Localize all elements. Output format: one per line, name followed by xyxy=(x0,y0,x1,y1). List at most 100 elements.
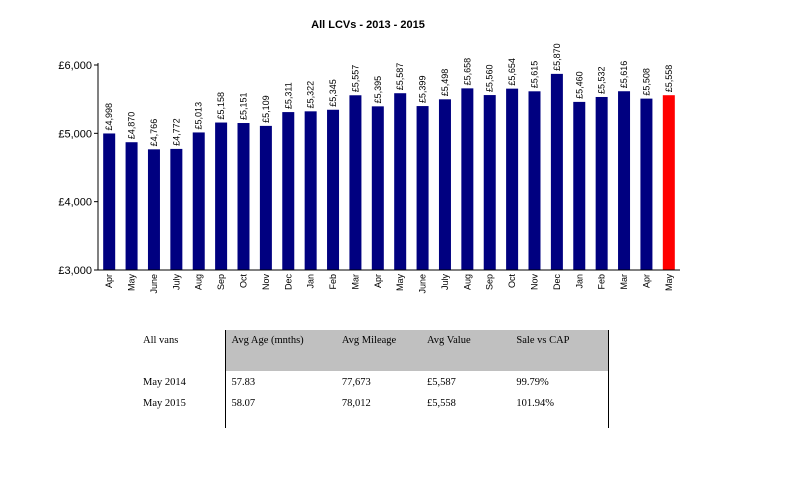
x-tick-label: May xyxy=(664,274,674,292)
x-tick-label: Sep xyxy=(216,274,226,290)
x-tick-label: Apr xyxy=(104,274,114,288)
data-label: £5,654 xyxy=(507,58,517,86)
bars xyxy=(103,73,675,271)
data-label: £5,395 xyxy=(373,76,383,104)
bar xyxy=(192,132,205,270)
data-label: £5,557 xyxy=(350,65,360,93)
data-label: £5,508 xyxy=(641,68,651,96)
y-axis: £3,000 £4,000 £5,000 £6,000 xyxy=(58,60,99,277)
data-labels: £4,998 £4,870 £4,766 £4,772 £5,013 £5,158 £5,1… xyxy=(104,43,674,146)
chart-title: All LCVs - 2013 - 2015 xyxy=(311,19,425,31)
x-tick-label: Mar xyxy=(350,274,360,290)
data-label: £5,587 xyxy=(395,63,405,91)
data-label: £5,616 xyxy=(619,61,629,89)
x-tick-label: Aug xyxy=(194,274,204,290)
bar xyxy=(237,123,250,270)
bar xyxy=(461,88,474,271)
data-label: £4,772 xyxy=(171,118,181,146)
x-tick-label: May xyxy=(127,274,137,292)
bar xyxy=(371,106,384,270)
x-tick-label: July xyxy=(440,274,450,291)
x-tick-label: Jan xyxy=(574,274,584,289)
bar xyxy=(394,93,407,270)
bar xyxy=(595,96,608,270)
bar xyxy=(304,111,317,270)
bar xyxy=(147,149,160,270)
summary-table: All vans Avg Age (mnths) Avg Mileage Avg… xyxy=(137,330,610,428)
data-label: £5,158 xyxy=(216,92,226,120)
data-label: £5,345 xyxy=(328,79,338,107)
bar xyxy=(528,91,541,270)
header-avg-age: Avg Age (mnths) xyxy=(224,330,336,371)
x-tick-label: Nov xyxy=(530,274,540,291)
data-label: £5,013 xyxy=(194,102,204,130)
row-period: May 2014 xyxy=(143,377,186,388)
y-tick-label: £6,000 xyxy=(58,60,92,72)
x-tick-label: Nov xyxy=(261,274,271,291)
bar xyxy=(259,125,272,270)
data-label: £5,615 xyxy=(530,61,540,89)
x-tick-label: July xyxy=(171,274,181,291)
row-avg-value: £5,558 xyxy=(426,398,456,409)
x-tick-label: Dec xyxy=(552,274,562,291)
row-sale-vs-cap: 99.79% xyxy=(510,371,610,394)
x-tick-label: Oct xyxy=(239,274,249,289)
x-tick-label: Mar xyxy=(619,274,629,290)
data-label: £5,498 xyxy=(440,69,450,97)
x-axis: Apr May June July Aug Sep Oct Nov Dec Jan Feb Mar Ap… xyxy=(98,269,680,294)
row-avg-age: 57.83 xyxy=(224,371,336,394)
header-sale-vs-cap: Sale vs CAP xyxy=(510,330,610,371)
x-tick-label: Jan xyxy=(306,274,316,289)
bar xyxy=(618,91,631,271)
x-tick-label: June xyxy=(418,274,428,294)
bar xyxy=(550,73,563,270)
y-tick-label: £3,000 xyxy=(58,265,92,277)
header-all-vans: All vans xyxy=(143,335,179,346)
table-row: May 2015 58.07 78,012 £5,558 101.94% xyxy=(137,394,610,428)
x-tick-label: Oct xyxy=(507,274,517,289)
data-label: £5,109 xyxy=(261,95,271,123)
x-tick-label: Apr xyxy=(641,274,651,288)
data-label: £5,311 xyxy=(283,82,293,109)
bar xyxy=(438,99,451,270)
bar xyxy=(170,148,183,270)
bar xyxy=(125,142,138,270)
y-tick-label: £5,000 xyxy=(58,128,92,140)
row-avg-value: £5,587 xyxy=(426,377,456,388)
bar xyxy=(416,106,429,271)
data-label: £5,399 xyxy=(418,76,428,104)
bar xyxy=(327,109,340,270)
bar-chart: All LCVs - 2013 - 2015 £3,000 £4,000 £5,00… xyxy=(58,19,680,294)
data-label: £4,998 xyxy=(104,103,114,131)
row-avg-mileage: 77,673 xyxy=(341,377,371,388)
table-row: May 2014 57.83 77,673 £5,587 99.79% xyxy=(137,371,610,394)
x-tick-label: May xyxy=(395,274,405,292)
row-avg-age: 58.07 xyxy=(224,394,336,428)
x-tick-label: June xyxy=(149,274,159,294)
data-label: £5,870 xyxy=(552,43,562,71)
data-label: £5,658 xyxy=(462,58,472,86)
bar xyxy=(103,133,116,270)
header-avg-mileage: Avg Mileage xyxy=(335,330,421,371)
data-label: £5,322 xyxy=(306,81,316,109)
row-avg-mileage: 78,012 xyxy=(341,398,371,409)
x-tick-label: Dec xyxy=(283,274,293,291)
bar xyxy=(506,88,519,270)
row-period: May 2015 xyxy=(143,398,186,409)
data-label: £4,766 xyxy=(149,119,159,147)
bar xyxy=(640,98,653,271)
data-label: £5,532 xyxy=(597,66,607,94)
bar xyxy=(573,101,586,271)
data-label: £5,560 xyxy=(485,65,495,93)
x-tick-label: Feb xyxy=(328,274,338,290)
data-label: £4,870 xyxy=(127,112,137,140)
bar xyxy=(282,112,295,270)
y-tick-label: £4,000 xyxy=(58,197,92,209)
bar xyxy=(483,95,496,270)
table-header-row: All vans Avg Age (mnths) Avg Mileage Avg… xyxy=(137,330,610,371)
header-avg-value: Avg Value xyxy=(420,330,511,371)
x-tick-label: Apr xyxy=(373,274,383,288)
x-tick-label: Feb xyxy=(597,274,607,290)
data-label: £5,151 xyxy=(239,92,249,120)
bar xyxy=(662,95,675,270)
